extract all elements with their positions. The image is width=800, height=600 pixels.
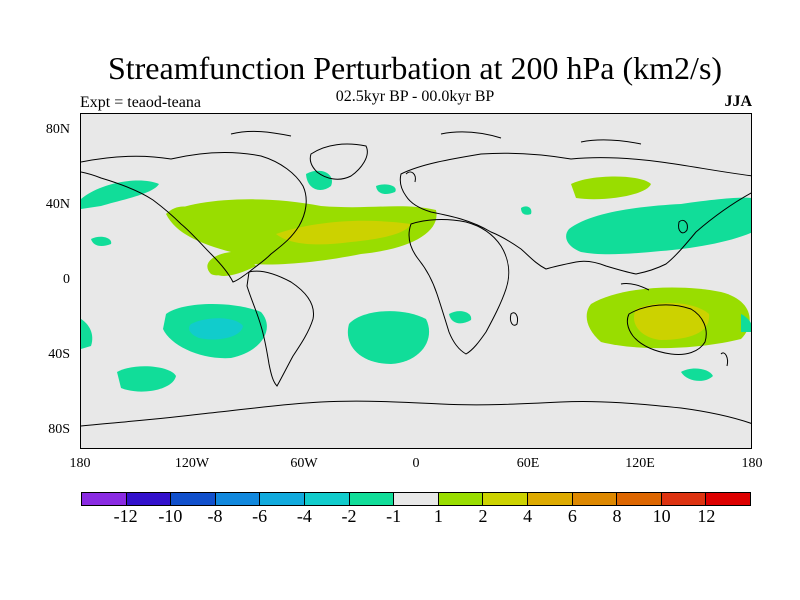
colorbar-cell bbox=[706, 493, 750, 505]
colorbar-label: -10 bbox=[158, 506, 183, 526]
colorbar-label: 10 bbox=[652, 506, 671, 526]
y-tick-80s: 80S bbox=[48, 422, 70, 437]
negative-region-small-6 bbox=[81, 319, 93, 349]
anomaly-fills bbox=[81, 170, 751, 392]
coastline-madagascar bbox=[510, 312, 518, 326]
coastline-indonesia bbox=[620, 283, 650, 291]
colorbar-cell bbox=[304, 493, 350, 505]
x-tick-120e: 120E bbox=[625, 456, 655, 471]
colorbar-label: -4 bbox=[296, 506, 312, 526]
chart-title: Streamfunction Perturbation at 200 hPa (… bbox=[107, 50, 723, 86]
y-tick-40s: 40S bbox=[48, 347, 70, 362]
positive-region-central-asia bbox=[571, 176, 651, 200]
negative-region-small-1 bbox=[376, 184, 396, 194]
colorbar-cell bbox=[661, 493, 707, 505]
colorbar-cell bbox=[438, 493, 484, 505]
x-tick-60w: 60W bbox=[290, 456, 318, 471]
colorbar-cell bbox=[82, 493, 127, 505]
negative-region-small-5 bbox=[681, 368, 713, 381]
map-panel bbox=[80, 113, 752, 449]
colorbar-cell bbox=[349, 493, 395, 505]
colorbar-label: 6 bbox=[567, 506, 577, 526]
x-tick-180-right: 180 bbox=[741, 456, 763, 471]
chart-subtitle: 02.5kyr BP - 00.0kyr BP bbox=[335, 88, 495, 105]
y-tick-40n: 40N bbox=[45, 197, 70, 212]
negative-region-small-4 bbox=[521, 206, 532, 215]
coastline-australia bbox=[626, 304, 707, 355]
coastline-north-america bbox=[81, 151, 307, 283]
coastline-japan bbox=[678, 219, 688, 234]
colorbar-label: -12 bbox=[113, 506, 138, 526]
colorbar-cell bbox=[171, 493, 216, 505]
coastline-africa bbox=[408, 219, 510, 355]
negative-region-south-atlantic bbox=[347, 311, 430, 364]
x-tick-120w: 120W bbox=[174, 456, 210, 471]
coastline-new-zealand bbox=[720, 352, 728, 367]
colorbar-cell bbox=[215, 493, 261, 505]
experiment-label: Expt = teaod-teana bbox=[80, 94, 201, 111]
positive-core-atlantic bbox=[276, 220, 411, 245]
colorbar-cell bbox=[527, 493, 573, 505]
colorbar-label: 1 bbox=[433, 506, 443, 526]
colorbar-label: 2 bbox=[478, 506, 488, 526]
coastline-eurasia bbox=[399, 152, 751, 275]
x-tick-180-left: 180 bbox=[69, 456, 91, 471]
negative-core-south-pacific bbox=[189, 318, 243, 340]
colorbar-label: 4 bbox=[523, 506, 533, 526]
positive-core-australia bbox=[633, 302, 710, 340]
season-label: JJA bbox=[724, 93, 752, 110]
colorbar-cell bbox=[617, 493, 662, 505]
colorbar-label: 12 bbox=[697, 506, 716, 526]
colorbar-cell bbox=[483, 493, 528, 505]
positive-region-pacific-east bbox=[211, 257, 256, 277]
negative-region-greenland bbox=[306, 170, 332, 190]
colorbar-label: 8 bbox=[612, 506, 622, 526]
negative-region-asia-pacific bbox=[566, 197, 751, 255]
colorbar-label: -6 bbox=[252, 506, 268, 526]
coastline-greenland bbox=[309, 143, 368, 180]
coastline-arctic-islands bbox=[230, 130, 642, 145]
y-tick-80n: 80N bbox=[45, 122, 70, 137]
colorbar-cell bbox=[572, 493, 618, 505]
y-tick-0: 0 bbox=[63, 272, 70, 287]
negative-region-small-2 bbox=[91, 236, 112, 247]
colorbar-cell bbox=[394, 493, 439, 505]
coastline-uk bbox=[405, 171, 416, 183]
negative-region-north-pacific bbox=[81, 180, 159, 209]
negative-region-small-7 bbox=[741, 314, 751, 332]
coastlines bbox=[81, 130, 751, 427]
map-svg bbox=[81, 130, 751, 427]
x-tick-0: 0 bbox=[412, 456, 420, 471]
colorbar bbox=[81, 492, 751, 506]
colorbar-label: -8 bbox=[207, 506, 223, 526]
x-tick-60e: 60E bbox=[516, 456, 540, 471]
colorbar-label: -2 bbox=[341, 506, 357, 526]
colorbar-cell bbox=[126, 493, 172, 505]
negative-region-southern-ocean bbox=[117, 366, 176, 392]
coastline-antarctica bbox=[81, 400, 751, 427]
coastline-south-america bbox=[246, 270, 315, 387]
colorbar-cell bbox=[260, 493, 305, 505]
colorbar-label: -1 bbox=[386, 506, 402, 526]
negative-region-small-3 bbox=[449, 311, 472, 324]
